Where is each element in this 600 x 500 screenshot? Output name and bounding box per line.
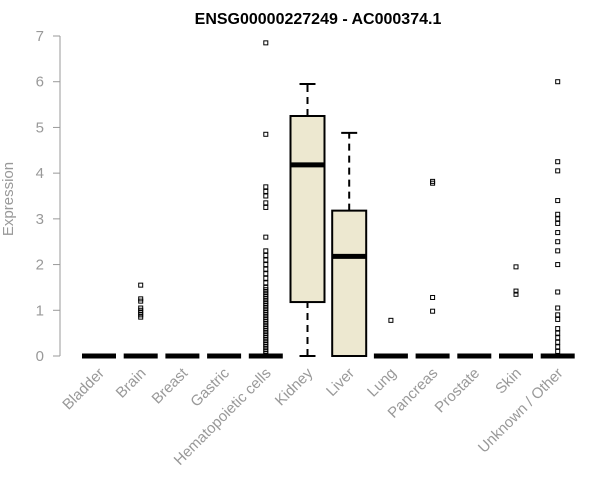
outlier-point	[263, 188, 269, 194]
outlier-point	[555, 330, 561, 336]
outlier-point	[263, 280, 269, 286]
outlier-point	[263, 248, 269, 254]
boxes	[82, 83, 575, 359]
outlier-point	[555, 335, 561, 341]
x-tick-label: Lung	[364, 365, 400, 401]
outlier-point	[555, 344, 561, 350]
outlier-point	[263, 200, 269, 206]
y-tick-label: 0	[36, 348, 44, 365]
x-tick-label: Brain	[113, 365, 150, 402]
outlier-point	[555, 216, 561, 222]
outlier-point	[555, 248, 561, 254]
y-tick-label: 4	[36, 165, 44, 182]
outliers	[138, 40, 561, 357]
outlier-point	[430, 178, 436, 184]
outlier-point	[263, 234, 269, 240]
outlier-point	[263, 131, 269, 137]
x-tick-label: Liver	[323, 365, 358, 400]
outlier-point	[513, 291, 519, 297]
x-tick-label: Bladder	[59, 365, 108, 414]
outlier-point	[263, 184, 269, 190]
y-tick-label: 3	[36, 211, 44, 228]
outlier-point	[555, 316, 561, 322]
outlier-point	[388, 317, 394, 323]
outlier-point	[513, 264, 519, 270]
outlier-point	[430, 308, 436, 314]
outlier-point	[263, 284, 269, 290]
outlier-point	[263, 252, 269, 258]
outlier-point	[430, 294, 436, 300]
y-tick-label: 2	[36, 257, 44, 274]
x-tick-label: Skin	[492, 365, 525, 398]
y-tick-label: 7	[36, 28, 44, 45]
box-body	[289, 115, 326, 304]
outlier-point	[555, 79, 561, 85]
outlier-point	[138, 282, 144, 288]
outlier-point	[263, 271, 269, 277]
outlier-point	[513, 288, 519, 294]
outlier-point	[263, 193, 269, 199]
outlier-point	[263, 257, 269, 263]
outlier-point	[555, 168, 561, 174]
outlier-point	[138, 305, 144, 311]
outlier-point	[555, 220, 561, 226]
outlier-point	[555, 348, 561, 354]
outlier-point	[138, 296, 144, 302]
y-tick-label: 6	[36, 74, 44, 91]
outlier-point	[555, 305, 561, 311]
y-axis: 0 1 2 3 4 5 6 7	[36, 28, 61, 365]
x-tick-label: Kidney	[272, 364, 317, 409]
outlier-point	[263, 275, 269, 281]
outlier-point	[263, 40, 269, 46]
outlier-point	[263, 262, 269, 268]
outlier-point	[555, 211, 561, 217]
outlier-point	[555, 312, 561, 318]
outlier-point	[555, 198, 561, 204]
outlier-point	[555, 289, 561, 295]
y-axis-label: Expression	[0, 162, 17, 236]
box-body	[331, 209, 368, 357]
box-kidney	[289, 83, 326, 357]
box-liver	[331, 131, 368, 357]
chart-title: ENSG00000227249 - AC000374.1	[195, 11, 442, 28]
x-tick-label: Breast	[149, 364, 192, 407]
outlier-point	[263, 204, 269, 210]
x-tick-label: Prostate	[432, 365, 484, 417]
outlier-point	[555, 230, 561, 236]
outlier-point	[555, 326, 561, 332]
y-tick-label: 1	[36, 302, 44, 319]
y-tick-label: 5	[36, 119, 44, 136]
outlier-point	[555, 262, 561, 268]
outlier-point	[555, 159, 561, 165]
outlier-point	[263, 266, 269, 272]
outlier-point	[555, 339, 561, 345]
outlier-point	[555, 239, 561, 245]
